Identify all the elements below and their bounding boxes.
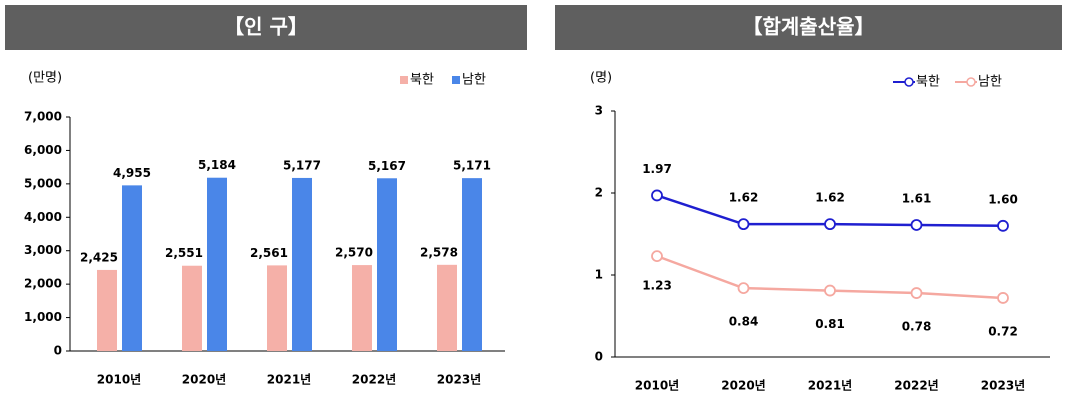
- bar: [97, 269, 117, 351]
- data-label: 5,167: [368, 159, 406, 173]
- data-label: 5,171: [453, 159, 491, 173]
- data-label: 4,955: [113, 166, 151, 180]
- data-label: 1.23: [642, 279, 672, 293]
- y-tick-label: 2,000: [24, 277, 62, 291]
- point: [651, 250, 663, 263]
- y-tick-label: 6,000: [24, 143, 62, 157]
- y-tick-label: 4,000: [24, 210, 62, 224]
- data-label: 0.72: [988, 324, 1018, 338]
- x-tick-label: 2020년: [182, 373, 226, 387]
- y-tick-label: 5,000: [24, 176, 62, 190]
- y-tick-label: 3: [595, 104, 603, 118]
- data-label: 1.62: [729, 191, 759, 205]
- point: [824, 284, 836, 297]
- data-label: 1.62: [815, 191, 845, 205]
- point: [910, 219, 923, 231]
- x-tick-label: 2010년: [635, 379, 679, 393]
- y-tick-label: 1,000: [24, 310, 62, 324]
- data-label: 1.60: [988, 192, 1018, 206]
- chart-title: 【인 구】: [224, 15, 308, 39]
- data-label: 0.81: [815, 317, 845, 331]
- x-tick-label: 2021년: [808, 379, 852, 393]
- x-tick-label: 2023년: [981, 379, 1025, 393]
- legend-label: 남한: [978, 75, 1002, 90]
- x-tick-label: 2023년: [437, 373, 481, 387]
- y-axis-label: (만명): [28, 71, 62, 86]
- bar: [267, 265, 287, 351]
- data-label: 1.97: [642, 162, 672, 176]
- bar: [462, 178, 482, 351]
- data-label: 2,561: [250, 246, 288, 260]
- legend-marker: [904, 77, 914, 87]
- data-label: 1.61: [902, 191, 932, 205]
- title-bar: [5, 5, 527, 50]
- legend-label: 북한: [410, 73, 434, 88]
- y-tick-label: 0: [595, 350, 603, 364]
- data-label: 5,177: [283, 158, 321, 172]
- y-tick-label: 2: [595, 186, 603, 200]
- point: [824, 218, 836, 231]
- point: [997, 219, 1009, 232]
- bar: [377, 178, 397, 351]
- point: [910, 287, 923, 299]
- x-tick-label: 2022년: [352, 373, 396, 387]
- point: [737, 218, 750, 231]
- bar: [437, 264, 457, 351]
- y-tick-label: 1: [595, 268, 603, 282]
- bar: [122, 185, 142, 351]
- title-bar: [555, 5, 1062, 50]
- legend-label: 북한: [916, 75, 940, 90]
- bar: [182, 265, 202, 351]
- data-label: 0.84: [729, 315, 759, 329]
- legend-swatch: [452, 76, 460, 84]
- point: [737, 282, 750, 295]
- point: [651, 189, 663, 202]
- point: [997, 292, 1009, 304]
- legend-label: 남한: [462, 73, 486, 88]
- bar: [207, 177, 227, 351]
- x-tick-label: 2021년: [267, 373, 311, 387]
- x-tick-label: 2010년: [97, 373, 141, 387]
- data-label: 5,184: [198, 158, 236, 172]
- data-label: 2,570: [335, 246, 373, 260]
- y-tick-label: 3,000: [24, 243, 62, 257]
- x-tick-label: 2020년: [721, 379, 765, 393]
- data-label: 2,425: [80, 250, 118, 264]
- bar: [292, 177, 312, 351]
- data-label: 2,551: [165, 246, 203, 260]
- legend-marker: [966, 77, 976, 87]
- y-tick-label: 0: [54, 344, 62, 358]
- chart-title: 【합계출산율】: [743, 15, 875, 39]
- data-label: 2,578: [420, 245, 458, 259]
- legend-swatch: [400, 76, 408, 84]
- data-label: 0.78: [902, 320, 932, 334]
- y-tick-label: 7,000: [24, 110, 62, 124]
- y-axis-label: (명): [590, 71, 612, 86]
- bar: [352, 265, 372, 351]
- x-tick-label: 2022년: [894, 379, 938, 393]
